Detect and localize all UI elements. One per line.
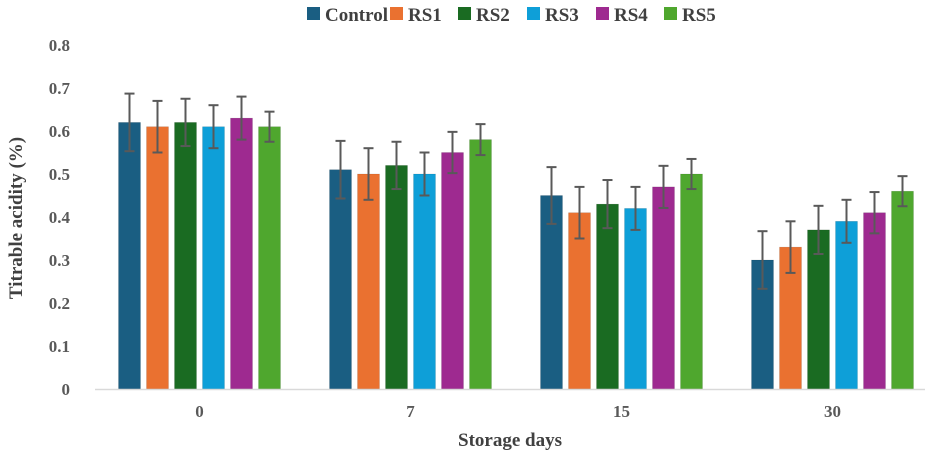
legend-label: RS2 bbox=[476, 5, 510, 26]
bar-rs4-day-30 bbox=[863, 212, 886, 390]
bar-rs1-day-0 bbox=[146, 126, 169, 390]
error-bar bbox=[897, 175, 908, 208]
error-bar bbox=[602, 179, 613, 230]
x-tick-label: 30 bbox=[824, 402, 841, 421]
bar-rs5-day-15 bbox=[680, 173, 703, 390]
bar-rs5-day-0 bbox=[258, 126, 281, 390]
y-tick-label: 0.8 bbox=[49, 36, 70, 55]
bar-rs2-day-7 bbox=[385, 165, 408, 390]
legend-swatch bbox=[527, 7, 540, 20]
legend-item-rs2: RS2 bbox=[458, 5, 510, 26]
error-bar bbox=[686, 157, 697, 191]
bar-rs5-day-30 bbox=[891, 190, 914, 390]
bar-rs4-day-7 bbox=[441, 152, 464, 390]
error-bar bbox=[841, 198, 852, 244]
bar-rs5-day-7 bbox=[469, 139, 492, 390]
legend-item-rs5: RS5 bbox=[664, 5, 716, 26]
bar-rs1-day-7 bbox=[357, 173, 380, 390]
error-bar bbox=[658, 164, 669, 209]
error-bar bbox=[363, 147, 374, 201]
y-tick-label: 0 bbox=[62, 380, 71, 399]
y-tick-label: 0.5 bbox=[49, 165, 70, 184]
y-tick-label: 0.4 bbox=[49, 208, 71, 227]
error-bar bbox=[335, 139, 346, 200]
legend-label: Control bbox=[325, 5, 388, 26]
bar-rs4-day-15 bbox=[652, 186, 675, 390]
error-bar bbox=[391, 140, 402, 191]
y-tick-label: 0.3 bbox=[49, 251, 70, 270]
legend-swatch bbox=[390, 7, 403, 20]
legend-swatch bbox=[458, 7, 471, 20]
error-bar bbox=[785, 220, 796, 274]
y-axis-label: Titrable acidity (%) bbox=[6, 137, 27, 299]
error-bar bbox=[152, 99, 163, 154]
y-tick-label: 0.1 bbox=[49, 337, 70, 356]
bar-control-day-0 bbox=[118, 122, 141, 390]
legend-label: RS3 bbox=[545, 5, 579, 26]
bar-rs4-day-0 bbox=[230, 117, 253, 390]
error-bar bbox=[419, 151, 430, 197]
x-tick-label: 15 bbox=[613, 402, 630, 421]
legend-label: RS5 bbox=[682, 5, 716, 26]
x-axis-label: Storage days bbox=[458, 430, 562, 451]
legend: Control RS1 RS2 RS3 RS4 RS5 bbox=[307, 5, 716, 26]
legend-label: RS4 bbox=[614, 5, 648, 26]
x-tick-label: 0 bbox=[195, 402, 204, 421]
error-bar bbox=[546, 166, 557, 225]
error-bar bbox=[264, 110, 275, 143]
error-bar bbox=[447, 130, 458, 175]
error-bar bbox=[236, 95, 247, 141]
error-bar bbox=[574, 185, 585, 240]
y-tick-label: 0.2 bbox=[49, 294, 70, 313]
bar-control-day-7 bbox=[329, 169, 352, 390]
error-bar bbox=[124, 92, 135, 153]
legend-item-control: Control bbox=[307, 5, 388, 26]
legend-label: RS1 bbox=[408, 5, 442, 26]
legend-item-rs1: RS1 bbox=[390, 5, 442, 26]
x-tick-label: 7 bbox=[406, 402, 415, 421]
legend-item-rs4: RS4 bbox=[596, 5, 648, 26]
legend-swatch bbox=[596, 7, 609, 20]
bar-rs3-day-0 bbox=[202, 126, 225, 390]
legend-swatch bbox=[664, 7, 677, 20]
error-bar bbox=[475, 123, 486, 157]
error-bar bbox=[869, 191, 880, 235]
bar-rs3-day-30 bbox=[835, 221, 858, 390]
error-bar bbox=[630, 185, 641, 231]
error-bar bbox=[813, 204, 824, 255]
bar-rs2-day-0 bbox=[174, 122, 197, 390]
error-bar bbox=[180, 97, 191, 148]
bar-rs3-day-7 bbox=[413, 173, 436, 390]
bar-rs2-day-15 bbox=[596, 203, 619, 390]
error-bar bbox=[208, 104, 219, 150]
y-tick-label: 0.6 bbox=[49, 122, 70, 141]
y-tick-label: 0.7 bbox=[49, 79, 71, 98]
legend-swatch bbox=[307, 7, 320, 20]
legend-item-rs3: RS3 bbox=[527, 5, 579, 26]
error-bar bbox=[757, 230, 768, 290]
bar-rs3-day-15 bbox=[624, 208, 647, 390]
